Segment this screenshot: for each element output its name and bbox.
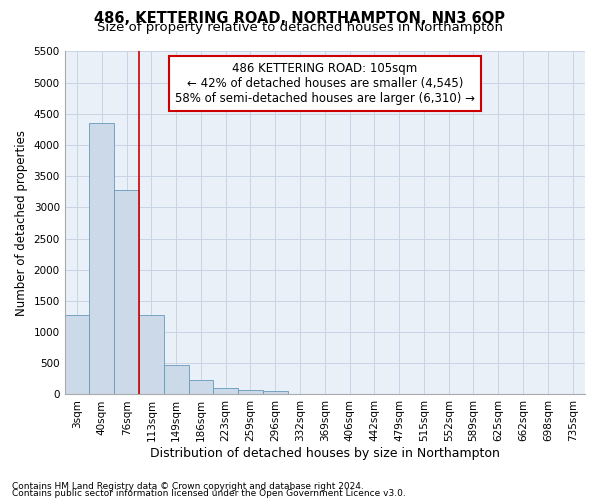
Bar xyxy=(164,365,188,394)
Bar xyxy=(214,388,238,394)
Bar xyxy=(263,391,287,394)
Bar xyxy=(65,315,89,394)
Bar xyxy=(238,390,263,394)
Text: 486, KETTERING ROAD, NORTHAMPTON, NN3 6QP: 486, KETTERING ROAD, NORTHAMPTON, NN3 6Q… xyxy=(95,11,505,26)
Text: Contains HM Land Registry data © Crown copyright and database right 2024.: Contains HM Land Registry data © Crown c… xyxy=(12,482,364,491)
X-axis label: Distribution of detached houses by size in Northampton: Distribution of detached houses by size … xyxy=(150,447,500,460)
Text: Size of property relative to detached houses in Northampton: Size of property relative to detached ho… xyxy=(97,22,503,35)
Bar xyxy=(139,315,164,394)
Text: 486 KETTERING ROAD: 105sqm
← 42% of detached houses are smaller (4,545)
58% of s: 486 KETTERING ROAD: 105sqm ← 42% of deta… xyxy=(175,62,475,105)
Bar xyxy=(89,123,114,394)
Bar xyxy=(114,190,139,394)
Y-axis label: Number of detached properties: Number of detached properties xyxy=(15,130,28,316)
Text: Contains public sector information licensed under the Open Government Licence v3: Contains public sector information licen… xyxy=(12,489,406,498)
Bar xyxy=(188,380,214,394)
